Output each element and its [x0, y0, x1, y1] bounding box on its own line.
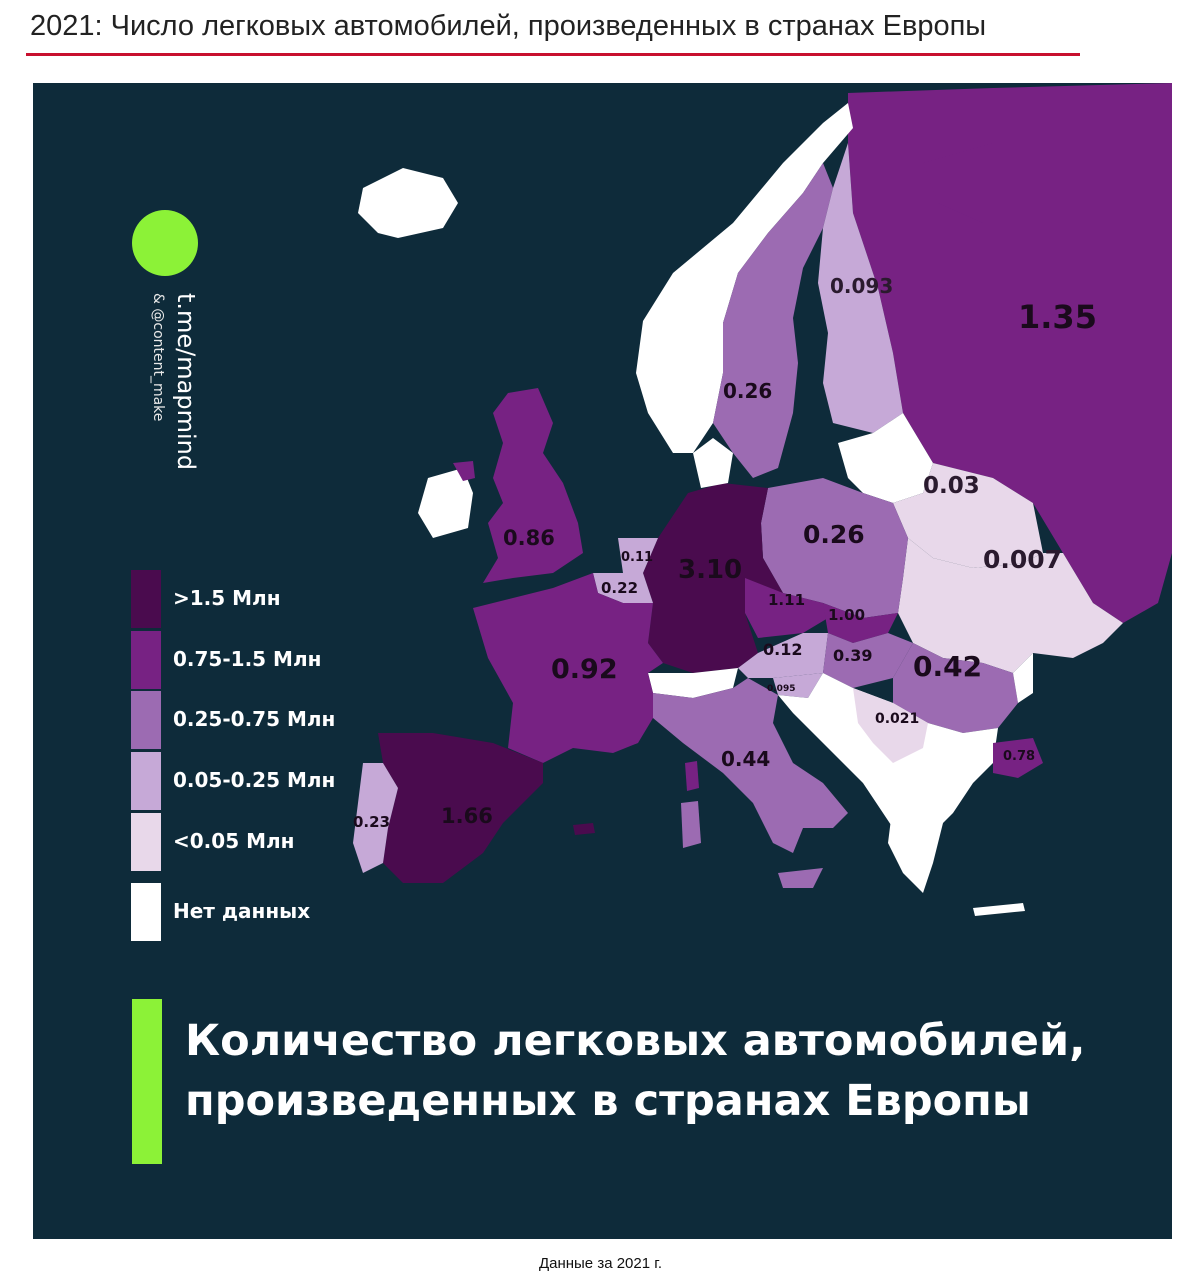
value-label-austria: 0.12	[763, 640, 802, 659]
value-label-belarus: 0.03	[923, 473, 980, 499]
region-austria	[738, 633, 828, 678]
legend-item: 0.75-1.5 Млн	[131, 631, 391, 691]
map-heading-line-1: Количество легковых автомобилей,	[185, 1016, 1086, 1066]
region-baltics	[838, 413, 933, 503]
value-label-slovenia: 0.095	[767, 684, 795, 694]
region-united-kingdom	[483, 388, 583, 583]
legend-swatch	[131, 813, 161, 871]
value-label-slovakia: 1.00	[828, 606, 865, 624]
region-poland	[761, 478, 908, 618]
region-ukraine	[898, 538, 1123, 673]
value-label-serbia: 0.021	[875, 711, 919, 727]
region-finland	[818, 143, 903, 433]
region-italy	[653, 678, 848, 853]
region-iceland	[358, 168, 458, 238]
region-northern-ireland	[453, 461, 475, 481]
footer-note: Данные за 2021 г.	[538, 1255, 663, 1272]
region-sicily	[778, 868, 823, 888]
value-label-italy: 0.44	[721, 747, 770, 771]
region-germany	[643, 483, 783, 673]
map-heading: Количество легковых автомобилей, произве…	[185, 1011, 1085, 1131]
value-label-germany: 3.10	[678, 555, 742, 585]
map-heading-line-2: произведенных в странах Европы	[185, 1076, 1031, 1126]
legend-label: 0.25-0.75 Млн	[173, 707, 336, 731]
legend-item: 0.05-0.25 Млн	[131, 752, 391, 812]
legend-swatch	[131, 883, 161, 941]
legend-swatch	[131, 752, 161, 810]
region-russia	[848, 83, 1172, 623]
legend-label: >1.5 Млн	[173, 586, 281, 610]
value-label-spain: 1.66	[441, 804, 493, 828]
region-norway	[636, 103, 853, 453]
value-label-russia: 1.35	[1018, 298, 1097, 336]
brand-logo-dot	[132, 210, 198, 276]
legend-swatch	[131, 691, 161, 749]
region-denmark	[693, 438, 733, 488]
region-moldova	[1013, 653, 1033, 703]
legend-item: <0.05 Млн	[131, 813, 391, 873]
region-romania	[893, 643, 1018, 733]
legend-item: Нет данных	[131, 883, 391, 943]
accent-bar	[132, 999, 162, 1164]
legend-label: Нет данных	[173, 899, 311, 923]
region-spain	[378, 733, 543, 883]
region-sardinia	[681, 801, 701, 848]
brand-channel: t.me/mapmind	[172, 293, 200, 471]
region-belarus	[893, 463, 1043, 568]
region-hungary	[823, 633, 913, 688]
region-crete	[973, 903, 1025, 916]
europe-map: 1.35 0.093 0.26 0.03 0.86 0.26 0.007 0.1…	[353, 83, 1172, 916]
legend-label: <0.05 Млн	[173, 829, 295, 853]
region-russia-north	[923, 143, 1013, 223]
legend-label: 0.05-0.25 Млн	[173, 768, 336, 792]
region-netherlands	[618, 538, 658, 573]
map-labels: 1.35 0.093 0.26 0.03 0.86 0.26 0.007 0.1…	[353, 274, 1097, 831]
region-france	[473, 573, 663, 763]
region-corsica	[685, 761, 699, 791]
region-serbia	[853, 688, 928, 763]
region-portugal	[353, 763, 398, 873]
value-label-france: 0.92	[551, 654, 618, 685]
value-label-united-kingdom: 0.86	[503, 526, 555, 550]
value-label-czechia: 1.11	[768, 591, 805, 609]
legend-item: 0.25-0.75 Млн	[131, 691, 391, 751]
value-label-netherlands: 0.11	[621, 550, 653, 565]
region-switzerland	[648, 668, 738, 698]
legend-label: 0.75-1.5 Млн	[173, 647, 322, 671]
legend-item: >1.5 Млн	[131, 570, 391, 630]
region-slovakia	[823, 603, 898, 643]
region-belgium	[593, 573, 653, 603]
region-greece	[888, 798, 943, 893]
page-title: 2021: Число легковых автомобилей, произв…	[30, 10, 987, 42]
region-slovenia	[773, 673, 823, 698]
value-label-ukraine: 0.007	[983, 545, 1062, 574]
title-underline	[26, 53, 1080, 56]
value-label-romania: 0.42	[913, 650, 982, 683]
value-label-poland: 0.26	[803, 520, 865, 549]
value-label-belgium: 0.22	[601, 579, 638, 597]
value-label-hungary: 0.39	[833, 646, 872, 665]
region-czechia	[745, 578, 828, 638]
value-label-portugal: 0.23	[353, 813, 390, 831]
legend-swatch	[131, 631, 161, 689]
value-label-turkey: 0.78	[1003, 749, 1035, 764]
region-sweden	[713, 163, 833, 478]
region-balearics	[573, 823, 595, 835]
region-turkey	[993, 738, 1043, 778]
region-ireland	[418, 468, 473, 538]
legend-swatch	[131, 570, 161, 628]
value-label-finland: 0.093	[830, 274, 893, 298]
map-panel: 1.35 0.093 0.26 0.03 0.86 0.26 0.007 0.1…	[33, 83, 1172, 1239]
brand-handle: & @content_make	[150, 293, 166, 422]
value-label-sweden: 0.26	[723, 379, 772, 403]
